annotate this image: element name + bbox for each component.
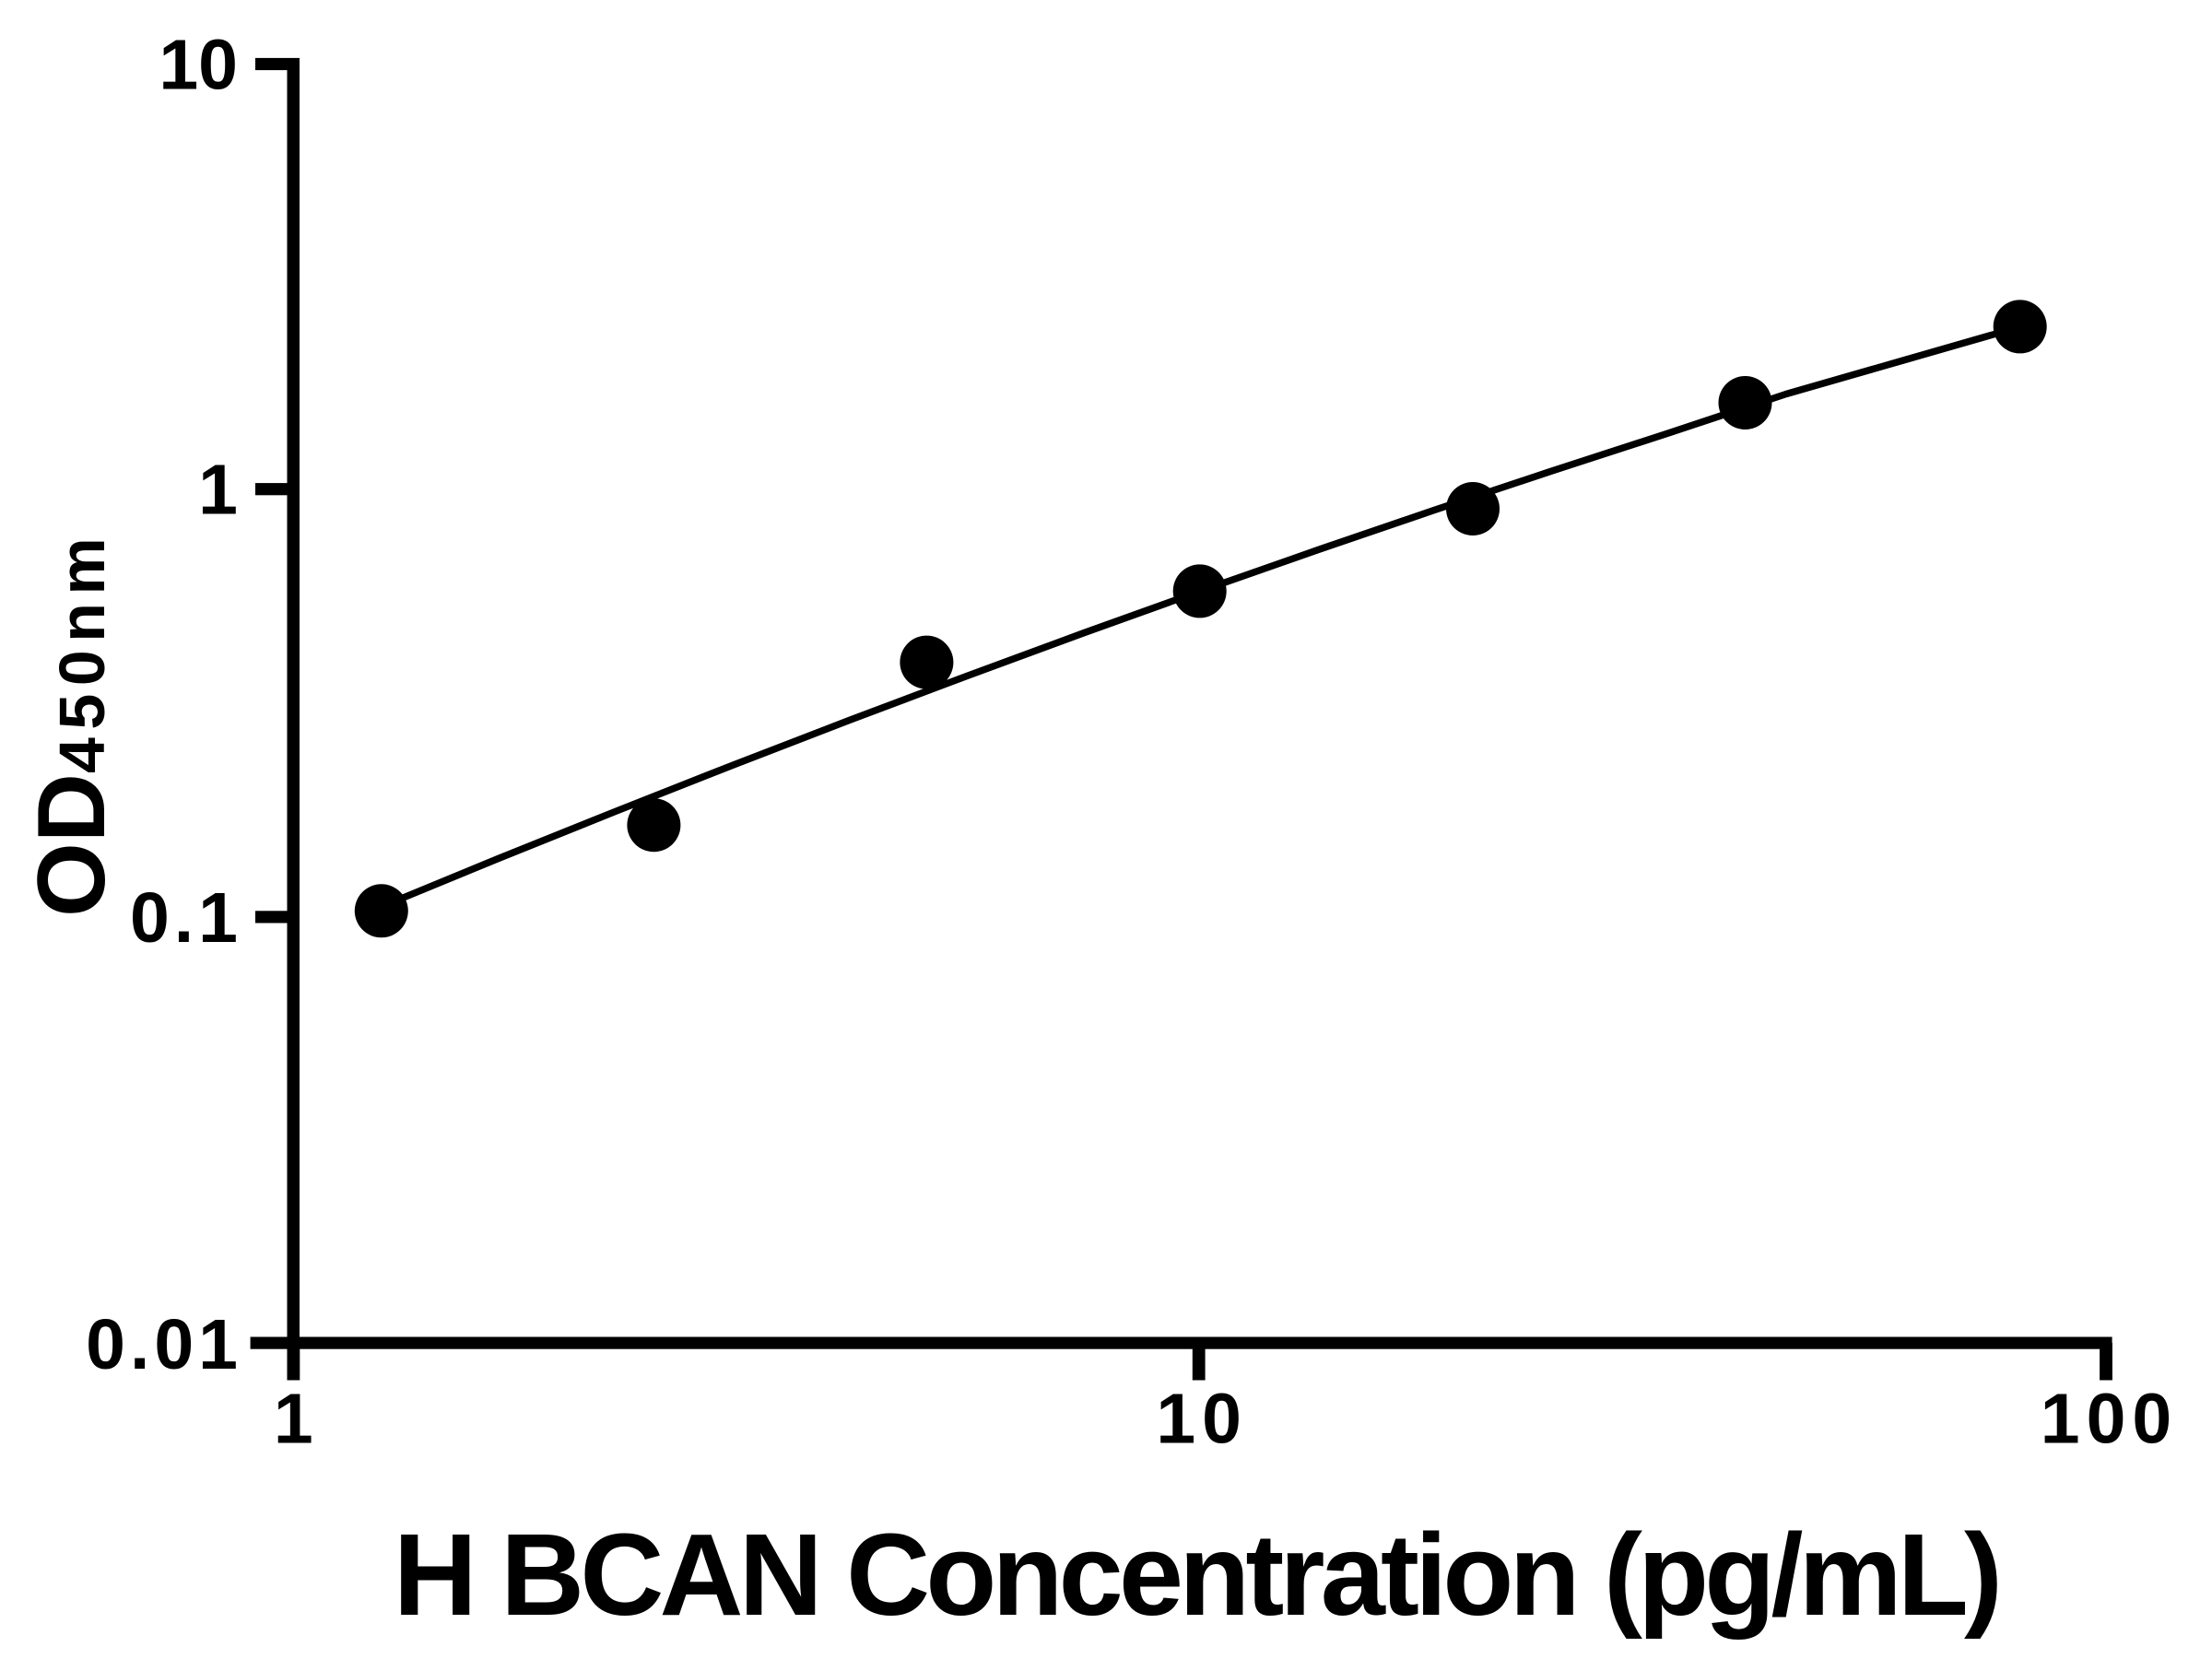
svg-text:100: 100 [2041,1380,2178,1459]
svg-text:10: 10 [159,26,238,105]
svg-text:10: 10 [1156,1380,1248,1459]
svg-text:1: 1 [198,451,238,530]
svg-text:0.01: 0.01 [86,1305,242,1384]
svg-text:H BCAN Concentration (pg/mL): H BCAN Concentration (pg/mL) [394,1510,1998,1640]
svg-text:0.1: 0.1 [130,878,242,958]
svg-text:1: 1 [274,1380,313,1459]
